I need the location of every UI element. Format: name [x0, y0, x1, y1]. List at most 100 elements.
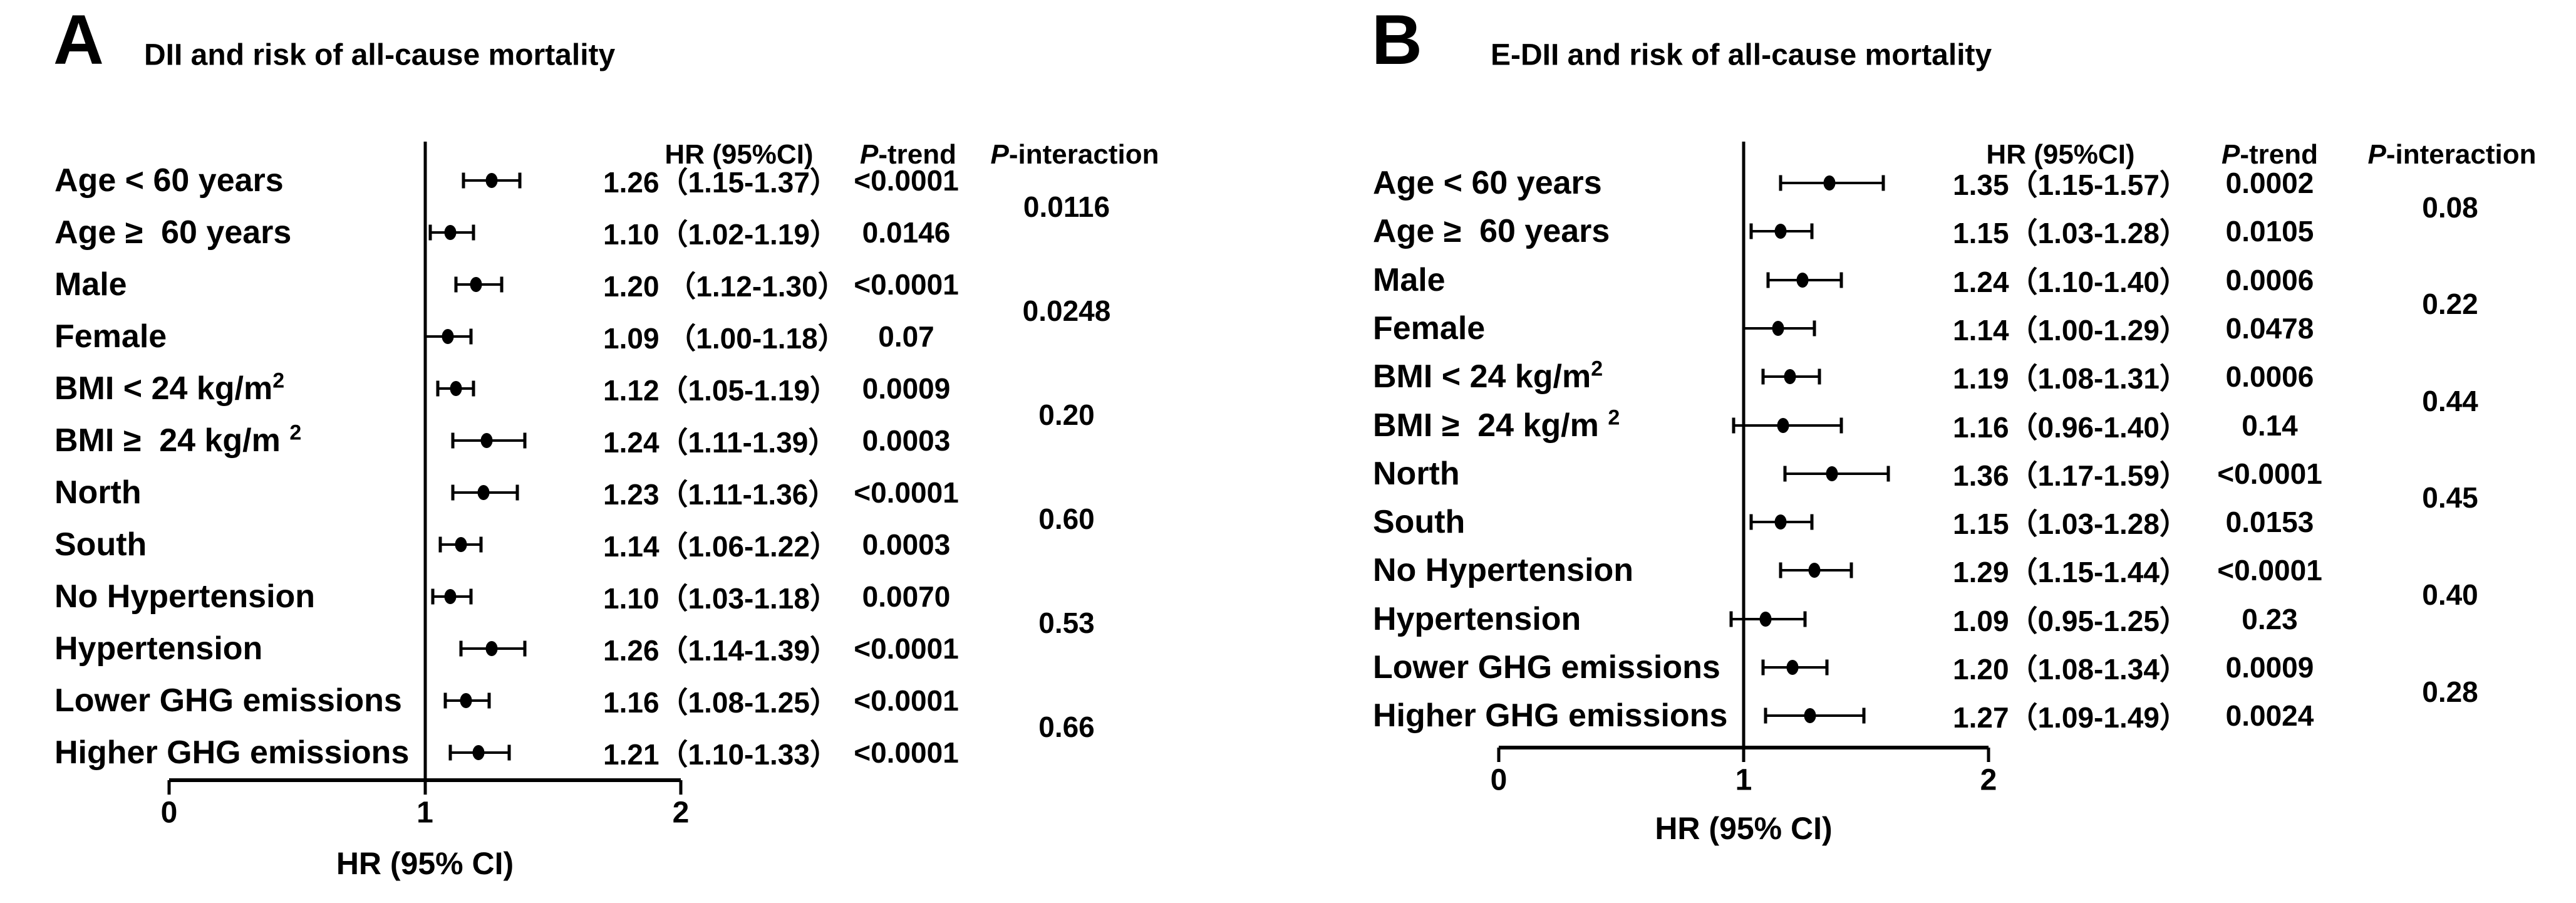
ci-cap-low: [1761, 659, 1765, 676]
ci-cap-high: [472, 380, 475, 397]
p-trend-header-p: P: [2221, 139, 2240, 170]
hr-ci-value: 1.23（1.11-1.36）: [603, 478, 837, 511]
p-trend-value: <0.0001: [854, 632, 959, 665]
point-estimate-dot: [1772, 320, 1784, 336]
p-trend-value: 0.0146: [862, 216, 951, 249]
p-trend-value: 0.0003: [862, 528, 951, 561]
subgroup-label: BMI ≥ 24 kg/m 2: [54, 422, 301, 459]
point-estimate-dot: [472, 745, 485, 760]
subgroup-label: BMI < 24 kg/m2: [1373, 358, 1603, 395]
ci-cap-high: [1818, 368, 1821, 385]
hr-ci-value: 1.21（1.10-1.33）: [603, 738, 839, 771]
point-estimate-dot: [1774, 514, 1787, 530]
subgroup-label: Age < 60 years: [1373, 164, 1602, 202]
axis-tick-label: 0: [1490, 763, 1508, 797]
axis-tick-label: 2: [672, 796, 690, 830]
ci-cap-low: [1766, 272, 1770, 288]
column-header-p-trend: P-trend: [2222, 139, 2318, 170]
subgroup-label-text: Hypertension: [54, 630, 263, 667]
hr-ci-value: 1.15（1.03-1.28）: [1953, 508, 2188, 541]
panel-b: B E-DII and risk of all-cause mortality HR…: [1372, 0, 2576, 903]
axis-tick: [423, 780, 427, 795]
subgroup-label: Higher GHG emissions: [1373, 697, 1727, 734]
panel-title: DII and risk of all-cause mortality: [144, 38, 616, 72]
hr-ci-value: 1.14（1.00-1.29）: [1953, 313, 2188, 347]
point-estimate-dot: [455, 537, 467, 552]
point-estimate-dot: [470, 277, 482, 292]
axis-tick-label: 0: [160, 796, 178, 830]
hr-ci-value: 1.20（1.08-1.34）: [1953, 653, 2188, 686]
subgroup-label-text: Age ≥ 60 years: [54, 214, 292, 251]
p-trend-value: 0.0009: [862, 372, 951, 405]
subgroup-label-text: Age < 60 years: [54, 162, 284, 199]
column-header-p-trend: P-trend: [860, 139, 956, 170]
ci-cap-low: [459, 640, 463, 657]
subgroup-label-text: North: [1373, 455, 1460, 492]
subgroup-label: Hypertension: [1373, 600, 1581, 638]
subgroup-label: Female: [54, 318, 167, 355]
ci-cap-high: [1810, 223, 1814, 239]
ci-cap-high: [1803, 611, 1807, 627]
ci-cap-high: [1813, 320, 1816, 337]
p-trend-value: <0.0001: [854, 268, 959, 301]
p-interaction-value: 0.40: [2422, 578, 2478, 612]
axis-tick: [679, 780, 683, 795]
subgroup-label-text: No Hypertension: [1373, 552, 1634, 589]
p-interaction-header-p: P: [990, 139, 1009, 170]
ci-cap-high: [523, 640, 527, 657]
p-trend-value: 0.0006: [2225, 360, 2314, 394]
p-trend-value: 0.0006: [2225, 263, 2314, 296]
hr-ci-value: 1.15（1.03-1.28）: [1953, 217, 2188, 250]
ci-cap-high: [507, 744, 511, 761]
subgroup-label: Male: [1373, 261, 1446, 299]
hr-ci-value: 1.12（1.05-1.19）: [603, 374, 839, 407]
point-estimate-dot: [1777, 417, 1789, 433]
hr-ci-value: 1.29（1.15-1.44）: [1953, 556, 2188, 589]
p-interaction-value: 0.44: [2422, 384, 2478, 417]
ci-cap-low: [1783, 466, 1787, 482]
p-interaction-value: 0.08: [2422, 191, 2478, 224]
point-estimate-dot: [485, 173, 498, 188]
p-trend-value: 0.23: [2242, 602, 2298, 635]
subgroup-label-text: No Hypertension: [54, 578, 316, 615]
point-estimate-dot: [1774, 224, 1787, 239]
p-interaction-header-rest: -interaction: [2386, 139, 2537, 170]
point-estimate-dot: [1759, 611, 1772, 627]
hr-ci-value: 1.26（1.14-1.39）: [603, 634, 839, 667]
subgroup-label-text: BMI < 24 kg/m: [54, 370, 273, 407]
p-interaction-value: 0.20: [1038, 398, 1095, 431]
subgroup-label-text: Male: [1373, 261, 1446, 298]
point-estimate-dot: [1823, 175, 1836, 191]
ci-cap-high: [1810, 514, 1814, 530]
axis-tick: [1742, 748, 1746, 762]
subgroup-label-text: Male: [54, 266, 127, 303]
ci-cap-high: [1839, 417, 1843, 433]
p-interaction-header-p: P: [2367, 139, 2386, 170]
p-trend-value: 0.0105: [2225, 215, 2314, 248]
ci-cap-high: [500, 276, 504, 293]
p-interaction-value: 0.0116: [1023, 190, 1110, 223]
subgroup-label: Lower GHG emissions: [1373, 649, 1720, 686]
subgroup-label-text: Female: [54, 318, 167, 355]
subgroup-label: No Hypertension: [54, 578, 315, 615]
subgroup-label-text: Age ≥ 60 years: [1373, 213, 1610, 250]
hr-ci-value: 1.16（1.08-1.25）: [603, 686, 839, 719]
reference-line: [1742, 142, 1746, 748]
ci-cap-high: [523, 432, 527, 449]
ci-cap-high: [1849, 562, 1853, 578]
ci-cap-low: [438, 536, 442, 553]
hr-ci-value: 1.09（0.95-1.25）: [1953, 604, 2188, 637]
point-estimate-dot: [442, 329, 454, 344]
subgroup-label-text: South: [54, 526, 147, 563]
subgroup-label-text: BMI ≥ 24 kg/m: [54, 422, 290, 459]
hr-ci-value: 1.19（1.08-1.31）: [1953, 362, 2188, 395]
subgroup-label: North: [1373, 455, 1460, 493]
ci-cap-low: [1749, 514, 1753, 530]
ci-cap-low: [451, 432, 455, 449]
column-header-p-interaction: P-interaction: [2368, 139, 2537, 170]
hr-ci-value: 1.24（1.11-1.39）: [603, 426, 837, 459]
p-trend-value: <0.0001: [854, 164, 959, 197]
subgroup-label-text: North: [54, 474, 142, 511]
ci-cap-high: [518, 172, 522, 189]
